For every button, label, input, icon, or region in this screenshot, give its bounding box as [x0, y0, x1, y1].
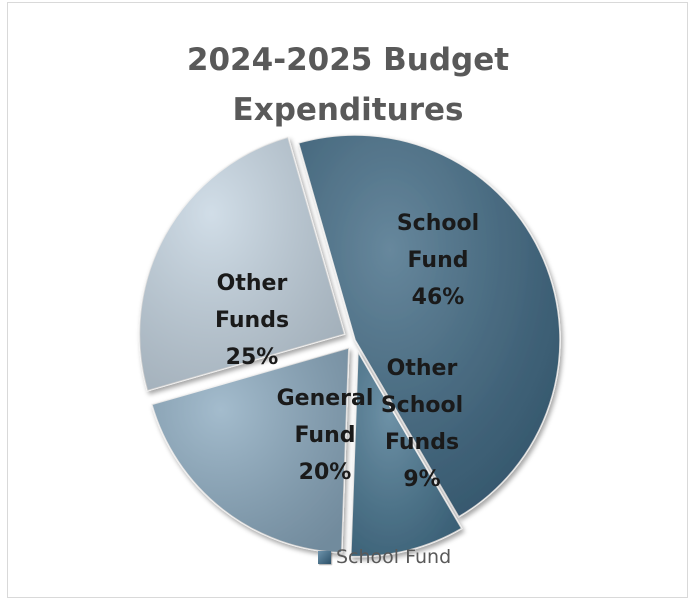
chart-title-line-2: Expenditures [232, 92, 464, 128]
legend-label-school-fund: School Fund [336, 546, 452, 568]
pie-slice-general-fund [150, 346, 350, 554]
slice-label-other-school-funds: Other School Funds 9% [381, 356, 463, 492]
legend-swatch-school-fund [318, 550, 331, 564]
slice-label-school-fund: School Fund 46% [397, 211, 479, 310]
pie-slice-other-funds [138, 136, 346, 392]
chart-legend: School Fund [318, 546, 451, 568]
pie-slice-school-fund [297, 134, 561, 518]
chart-title-line-1: 2024-2025 Budget [186, 42, 510, 78]
slice-label-general-fund: General Fund 20% [277, 386, 374, 485]
pie-slice-other-school-funds [350, 349, 463, 558]
slice-label-other-funds: Other Funds 25% [215, 271, 289, 370]
